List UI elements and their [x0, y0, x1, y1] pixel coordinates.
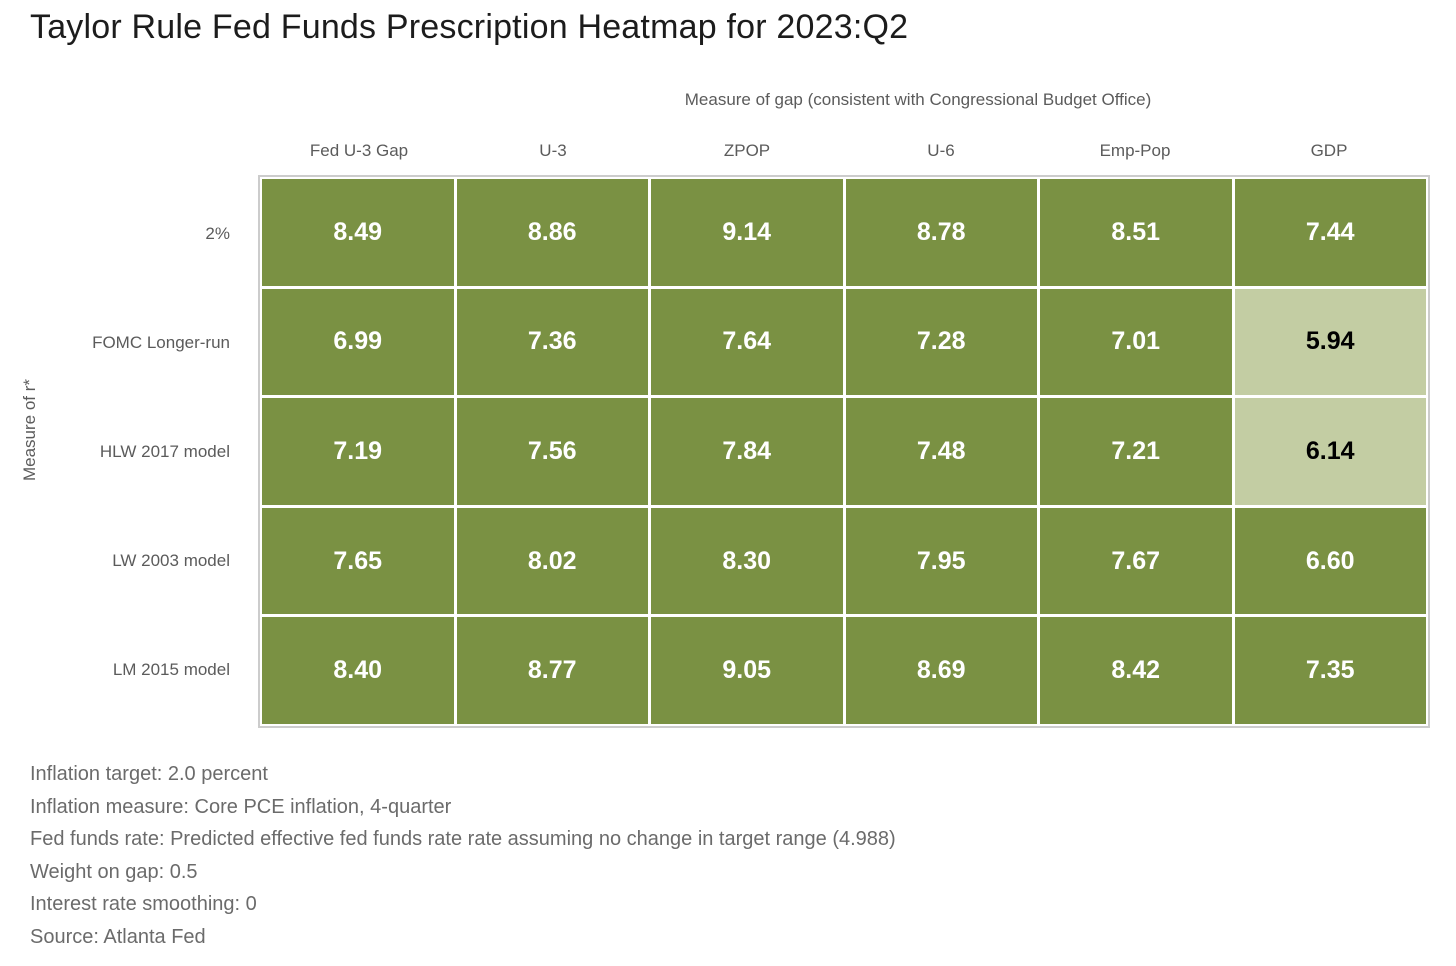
y-axis-title: Measure of r*	[20, 378, 39, 482]
heatmap-cell: 9.14	[651, 179, 843, 286]
column-header: ZPOP	[723, 141, 771, 160]
row-label: HLW 2017 model	[99, 441, 230, 461]
heatmap-cell: 7.95	[845, 507, 1037, 615]
heatmap-cell: 7.36	[456, 288, 648, 396]
footnotes: Inflation target: 2.0 percent Inflation m…	[30, 758, 896, 953]
heatmap-cell: 6.14	[1234, 398, 1426, 505]
heatmap-grid-frame: 8.49 8.86 9.14 8.78 8.51 7.44 6.99 7.36 7.64 7.28…	[258, 175, 1430, 728]
heatmap-cell: 7.84	[651, 398, 843, 505]
row-label: FOMC Longer-run	[92, 332, 230, 352]
heatmap-cell: 7.67	[1040, 507, 1232, 615]
footnote-line: Inflation measure: Core PCE inflation, 4…	[30, 795, 452, 818]
heatmap-cell: 7.01	[1040, 288, 1232, 396]
heatmap-cell: 8.77	[456, 617, 648, 724]
heatmap-cell: 8.42	[1040, 617, 1232, 724]
footnote-line: Fed funds rate: Predicted effective fed …	[30, 828, 896, 850]
heatmap-cell: 7.44	[1234, 179, 1426, 286]
column-header: U-6	[927, 141, 955, 160]
heatmap-cell: 6.60	[1234, 507, 1426, 615]
column-header: Emp-Pop	[1099, 141, 1171, 160]
row-label: LW 2003 model	[112, 550, 230, 570]
heatmap-cell: 7.64	[651, 288, 843, 396]
heatmap-cell: 9.05	[651, 617, 843, 724]
heatmap-cell: 8.78	[845, 179, 1037, 286]
heatmap-cell: 8.02	[456, 507, 648, 615]
heatmap-cell: 7.65	[262, 507, 454, 615]
column-header: Fed U-3 Gap	[309, 141, 409, 160]
footnote-line: Source: Atlanta Fed	[30, 925, 206, 948]
column-headers: Fed U-3 Gap U-3 ZPOP U-6 Emp-Pop GDP	[262, 141, 1426, 161]
heatmap-cell: 8.51	[1040, 179, 1232, 286]
heatmap-cell: 6.99	[262, 288, 454, 396]
heatmap-cell: 8.69	[845, 617, 1037, 724]
row-label: 2%	[205, 223, 230, 243]
heatmap-cell: 7.19	[262, 398, 454, 505]
row-labels: 2% FOMC Longer-run HLW 2017 model LW 2003 m…	[0, 179, 238, 724]
heatmap-cell: 7.21	[1040, 398, 1232, 505]
row-label: LM 2015 model	[112, 659, 230, 679]
column-header: U-3	[539, 141, 567, 160]
heatmap-cell: 7.35	[1234, 617, 1426, 724]
chart-title: Taylor Rule Fed Funds Prescription Heatm…	[30, 8, 909, 46]
heatmap-cell: 7.28	[845, 288, 1037, 396]
heatmap-cell: 8.40	[262, 617, 454, 724]
heatmap-cell: 5.94	[1234, 288, 1426, 396]
x-axis-title: Measure of gap (consistent with Congress…	[684, 90, 1152, 109]
footnote-line: Weight on gap: 0.5	[30, 860, 198, 883]
footnote-line: Inflation target: 2.0 percent	[30, 763, 268, 785]
heatmap-cell: 7.56	[456, 398, 648, 505]
heatmap-cell: 7.48	[845, 398, 1037, 505]
heatmap-cell: 8.49	[262, 179, 454, 286]
heatmap-cell: 8.86	[456, 179, 648, 286]
column-header: GDP	[1310, 141, 1348, 160]
footnote-line: Interest rate smoothing: 0	[30, 893, 257, 915]
heatmap-cell: 8.30	[651, 507, 843, 615]
heatmap-grid: 8.49 8.86 9.14 8.78 8.51 7.44 6.99 7.36 7.64 7.28…	[262, 179, 1426, 724]
